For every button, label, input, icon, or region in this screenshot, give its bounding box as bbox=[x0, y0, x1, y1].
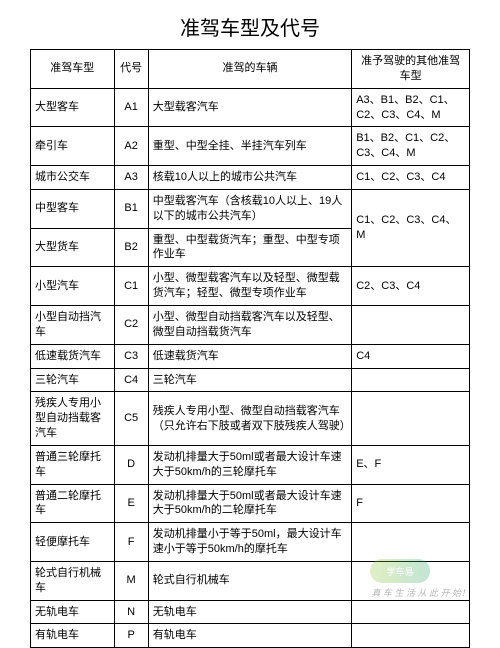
page-title: 准驾车型及代号 bbox=[30, 12, 470, 41]
cell-code: C5 bbox=[114, 392, 148, 446]
table-row: 三轮汽车C4三轮汽车 bbox=[31, 368, 470, 392]
cell-vehicle: 中型载客汽车（含核载10人以上、19人以下的城市公共汽车） bbox=[148, 189, 351, 228]
cell-type: 大型客车 bbox=[31, 88, 115, 127]
cell-other: C1、C2、C3、C4 bbox=[352, 166, 470, 190]
table-row: 城市公交车A3核载10人以上的城市公共汽车C1、C2、C3、C4 bbox=[31, 166, 470, 190]
cell-other: C1、C2、C3、C4、M bbox=[352, 189, 470, 266]
cell-code: C4 bbox=[114, 368, 148, 392]
header-vehicle: 准驾的车辆 bbox=[148, 50, 351, 89]
cell-type: 残疾人专用小型自动挡载客汽车 bbox=[31, 392, 115, 446]
cell-other: B1、B2、C1、C2、C3、C4、M bbox=[352, 127, 470, 166]
cell-vehicle: 低速载货汽车 bbox=[148, 344, 351, 368]
cell-code: B1 bbox=[114, 189, 148, 228]
cell-type: 普通三轮摩托车 bbox=[31, 445, 115, 484]
cell-code: F bbox=[114, 523, 148, 562]
cell-vehicle: 小型、微型自动挡载客汽车以及轻型、微型自动挡载货汽车 bbox=[148, 305, 351, 344]
cell-type: 普通二轮摩托车 bbox=[31, 484, 115, 523]
cell-other: C4 bbox=[352, 344, 470, 368]
watermark-logo: 学车易 bbox=[370, 559, 430, 583]
cell-vehicle: 大型载客汽车 bbox=[148, 88, 351, 127]
cell-type: 小型汽车 bbox=[31, 267, 115, 306]
cell-code: A2 bbox=[114, 127, 148, 166]
cell-vehicle: 发动机排量大于50ml或者最大设计车速大于50km/h的二轮摩托车 bbox=[148, 484, 351, 523]
cell-vehicle: 有轨电车 bbox=[148, 624, 351, 648]
cell-type: 轻便摩托车 bbox=[31, 523, 115, 562]
cell-type: 中型客车 bbox=[31, 189, 115, 228]
cell-vehicle: 发动机排量大于50ml或者最大设计车速大于50km/h的三轮摩托车 bbox=[148, 445, 351, 484]
table-row: 牵引车A2重型、中型全挂、半挂汽车列车B1、B2、C1、C2、C3、C4、M bbox=[31, 127, 470, 166]
table-row: 普通二轮摩托车E发动机排量大于50ml或者最大设计车速大于50km/h的二轮摩托… bbox=[31, 484, 470, 523]
cell-code: N bbox=[114, 600, 148, 624]
cell-vehicle: 轮式自行机械车 bbox=[148, 561, 351, 600]
cell-type: 有轨电车 bbox=[31, 624, 115, 648]
table-row: 有轨电车P有轨电车 bbox=[31, 624, 470, 648]
cell-vehicle: 核载10人以上的城市公共汽车 bbox=[148, 166, 351, 190]
table-row: 小型自动挡汽车C2小型、微型自动挡载客汽车以及轻型、微型自动挡载货汽车 bbox=[31, 305, 470, 344]
cell-other bbox=[352, 368, 470, 392]
table-row: 大型客车A1大型载客汽车A3、B1、B2、C1、C2、C3、C4、M bbox=[31, 88, 470, 127]
cell-type: 轮式自行机械车 bbox=[31, 561, 115, 600]
cell-code: A1 bbox=[114, 88, 148, 127]
table-row: 无轨电车N无轨电车 bbox=[31, 600, 470, 624]
cell-other bbox=[352, 600, 470, 624]
cell-vehicle: 小型、微型载客汽车以及轻型、微型载货汽车；轻型、微型专项作业车 bbox=[148, 267, 351, 306]
cell-vehicle: 发动机排量小于等于50ml，最大设计车速小于等于50km/h的摩托车 bbox=[148, 523, 351, 562]
cell-vehicle: 重型、中型载货汽车；重型、中型专项作业车 bbox=[148, 228, 351, 267]
cell-other bbox=[352, 523, 470, 562]
cell-vehicle: 三轮汽车 bbox=[148, 368, 351, 392]
cell-vehicle: 无轨电车 bbox=[148, 600, 351, 624]
cell-type: 牵引车 bbox=[31, 127, 115, 166]
table-row: 残疾人专用小型自动挡载客汽车C5残疾人专用小型、微型自动挡载客汽车（只允许右下肢… bbox=[31, 392, 470, 446]
cell-code: A3 bbox=[114, 166, 148, 190]
cell-code: P bbox=[114, 624, 148, 648]
table-row: 低速载货汽车C3低速载货汽车C4 bbox=[31, 344, 470, 368]
cell-type: 大型货车 bbox=[31, 228, 115, 267]
table-row: 普通三轮摩托车D发动机排量大于50ml或者最大设计车速大于50km/h的三轮摩托… bbox=[31, 445, 470, 484]
cell-type: 城市公交车 bbox=[31, 166, 115, 190]
header-code: 代号 bbox=[114, 50, 148, 89]
cell-code: C2 bbox=[114, 305, 148, 344]
cell-code: C3 bbox=[114, 344, 148, 368]
cell-other: C2、C3、C4 bbox=[352, 267, 470, 306]
cell-type: 三轮汽车 bbox=[31, 368, 115, 392]
cell-other bbox=[352, 305, 470, 344]
cell-code: C1 bbox=[114, 267, 148, 306]
cell-code: D bbox=[114, 445, 148, 484]
cell-code: M bbox=[114, 561, 148, 600]
cell-type: 无轨电车 bbox=[31, 600, 115, 624]
cell-vehicle: 残疾人专用小型、微型自动挡载客汽车（只允许右下肢或者双下肢残疾人驾驶） bbox=[148, 392, 351, 446]
cell-other: A3、B1、B2、C1、C2、C3、C4、M bbox=[352, 88, 470, 127]
header-type: 准驾车型 bbox=[31, 50, 115, 89]
cell-type: 小型自动挡汽车 bbox=[31, 305, 115, 344]
cell-other bbox=[352, 624, 470, 648]
header-other: 准予驾驶的其他准驾车型 bbox=[352, 50, 470, 89]
table-row: 小型汽车C1小型、微型载客汽车以及轻型、微型载货汽车；轻型、微型专项作业车C2、… bbox=[31, 267, 470, 306]
watermark-tagline: 真 车 生 活 从 此 开 始！ bbox=[371, 586, 470, 599]
cell-vehicle: 重型、中型全挂、半挂汽车列车 bbox=[148, 127, 351, 166]
table-row: 轻便摩托车F发动机排量小于等于50ml，最大设计车速小于等于50km/h的摩托车 bbox=[31, 523, 470, 562]
cell-code: E bbox=[114, 484, 148, 523]
header-row: 准驾车型 代号 准驾的车辆 准予驾驶的其他准驾车型 bbox=[31, 50, 470, 89]
cell-other: E、F bbox=[352, 445, 470, 484]
cell-other: F bbox=[352, 484, 470, 523]
cell-other bbox=[352, 392, 470, 446]
cell-type: 低速载货汽车 bbox=[31, 344, 115, 368]
table-row: 中型客车B1中型载客汽车（含核载10人以上、19人以下的城市公共汽车）C1、C2… bbox=[31, 189, 470, 228]
cell-code: B2 bbox=[114, 228, 148, 267]
